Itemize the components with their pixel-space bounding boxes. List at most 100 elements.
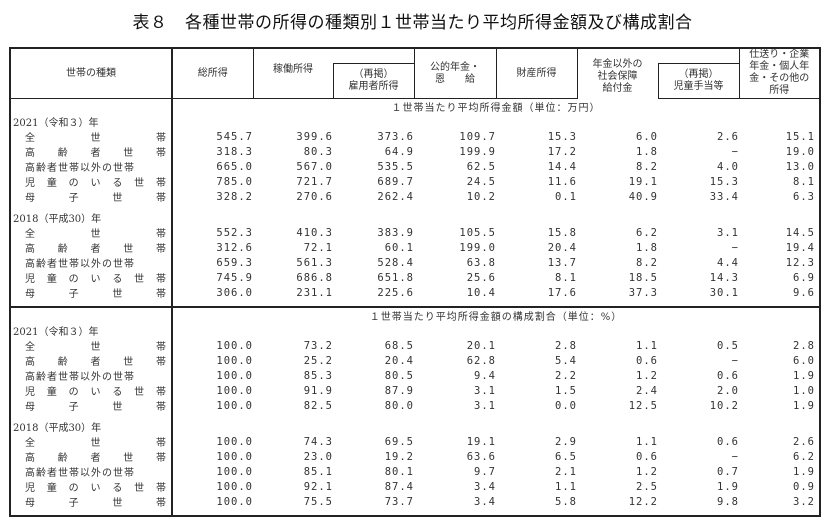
household-type-cell: 児童のいる世帯 xyxy=(10,174,173,189)
value-cell: 552.3 xyxy=(216,226,253,239)
household-type-label: 児童のいる世帯 xyxy=(25,174,167,189)
value-cell: 9.4 xyxy=(474,369,496,382)
household-type-cell: 母子世帯 xyxy=(10,189,173,204)
household-type-char: 子 xyxy=(68,289,80,300)
household-type-label: 高齢者世帯以外の世帯 xyxy=(25,464,167,479)
table-row: 高齢者世帯以外の世帯 659.3 561.3 528.4 63.8 13.7 8.2 4.4 1… xyxy=(10,255,820,270)
header-earned-income-spacer xyxy=(333,47,415,64)
value-cell: 100.0 xyxy=(216,369,253,382)
value-cell: 80.1 xyxy=(384,465,414,478)
value-cell: 17.2 xyxy=(547,145,577,158)
year-label: 2021（令和３）年 xyxy=(10,323,173,338)
value-cell: 75.5 xyxy=(303,495,333,508)
household-type-cell: 児童のいる世帯 xyxy=(10,479,173,494)
household-type-char: 全 xyxy=(25,133,36,144)
value-cell: 6.0 xyxy=(636,130,658,143)
household-type-cell: 全世帯 xyxy=(10,338,173,353)
value-cell: 528.4 xyxy=(377,256,414,269)
value-cell: 745.9 xyxy=(216,271,253,284)
household-type-cell: 母子世帯 xyxy=(10,494,173,509)
value-cell: 69.5 xyxy=(384,435,414,448)
household-type-char: 世 xyxy=(90,438,102,449)
value-cell: 64.9 xyxy=(384,145,414,158)
household-type-char: 子 xyxy=(68,193,80,204)
value-cell: 20.1 xyxy=(466,339,496,352)
value-cell: 2.2 xyxy=(555,369,577,382)
value-cell: 2.5 xyxy=(636,480,658,493)
value-cell: 0.6 xyxy=(636,354,658,367)
header-employee-income-line1: （再掲） xyxy=(353,69,394,80)
value-cell: 410.3 xyxy=(296,226,333,239)
value-cell: 3.2 xyxy=(793,495,815,508)
household-type-char: 母 xyxy=(25,193,36,204)
household-type-label: 母子世帯 xyxy=(25,285,167,300)
spacer-cell xyxy=(172,300,820,307)
table-row: 全 世 帯 552.3 410.3 383.9 105.5 15.8 6.2 3.1 14.5 xyxy=(10,225,820,240)
household-type-label: 高齢者世帯以外の世帯 xyxy=(25,255,167,270)
table-row: 児童のいる世帯 745.9 686.8 651.8 25.6 8.1 18.5 14.3 6.9 xyxy=(10,270,820,285)
household-type-label: 高齢者世帯以外の世帯 xyxy=(25,159,167,174)
household-type-char: 帯 xyxy=(156,148,167,159)
value-cell: 68.5 xyxy=(384,339,414,352)
value-cell: 6.3 xyxy=(793,190,815,203)
household-type-char: 帯 xyxy=(156,453,167,464)
value-cell: 225.6 xyxy=(377,286,414,299)
value-cell: − xyxy=(731,241,739,254)
value-cell: 8.2 xyxy=(636,256,658,269)
household-type-cell: 高齢者世帯以外の世帯 xyxy=(10,255,173,270)
value-cell: 10.4 xyxy=(466,286,496,299)
year-row: 2021（令和３）年 xyxy=(10,114,820,129)
value-cell: 100.0 xyxy=(216,384,253,397)
value-cell: 545.7 xyxy=(216,130,253,143)
header-earned-income: 稼働所得 xyxy=(252,63,334,99)
value-cell: 231.1 xyxy=(296,286,333,299)
value-cell: 2.9 xyxy=(555,435,577,448)
table-row: 母 子 世 帯 328.2 270.6 262.4 10.2 0.1 40.9 33.4 6.3 xyxy=(10,189,820,204)
household-type-char: 帯 xyxy=(155,274,167,285)
value-cell: 100.0 xyxy=(216,435,253,448)
year-row: 2018（平成30）年 xyxy=(10,419,820,434)
value-cell: 3.1 xyxy=(717,226,739,239)
header-child-allowance-line1: （再掲） xyxy=(678,69,719,80)
value-cell: 20.4 xyxy=(547,241,577,254)
header-child-allowance-line2: 児童手当等 xyxy=(673,81,724,92)
value-cell: 8.1 xyxy=(555,271,577,284)
header-household-type: 世帯の種類 xyxy=(9,47,173,99)
household-type-char: 童 xyxy=(46,274,58,285)
value-cell: 0.6 xyxy=(717,369,739,382)
household-type-char: 世 xyxy=(123,453,135,464)
value-cell: 0.0 xyxy=(555,399,577,412)
value-cell: 19.2 xyxy=(384,450,414,463)
table-row: 高 齢 者 世 帯 100.0 25.2 20.4 62.8 5.4 0.6 − 6.0 xyxy=(10,353,820,368)
value-cell: 199.9 xyxy=(459,145,496,158)
value-cell: 73.2 xyxy=(303,339,333,352)
value-cell: 37.3 xyxy=(628,286,658,299)
value-cell: 1.8 xyxy=(636,145,658,158)
household-type-char: 帯 xyxy=(155,289,167,300)
spacer-row xyxy=(10,300,820,307)
value-cell: 1.2 xyxy=(636,465,658,478)
household-type-char: 世 xyxy=(134,483,146,494)
household-type-char: 齢 xyxy=(57,357,69,368)
household-type-char: 帯 xyxy=(155,387,167,398)
household-type-label: 全世帯 xyxy=(25,434,167,449)
value-cell: 383.9 xyxy=(377,226,414,239)
household-type-char: 児 xyxy=(25,483,36,494)
household-type-char: 世 xyxy=(90,229,102,240)
value-cell: 2.1 xyxy=(555,465,577,478)
value-cell: 100.0 xyxy=(216,339,253,352)
header-other-line1: 仕送り・企業 xyxy=(749,49,810,60)
value-cell: 13.7 xyxy=(547,256,577,269)
household-type-label: 母子世帯 xyxy=(25,494,167,509)
table-row: 児童のいる世帯 785.0 721.7 689.7 24.5 11.6 19.1 15.3 8.… xyxy=(10,174,820,189)
table-row: 児童のいる世帯 100.0 92.1 87.4 3.4 1.1 2.5 1.9 0.9 xyxy=(10,479,820,494)
value-cell: 1.9 xyxy=(793,465,815,478)
header-child-allowance: （再掲） 児童手当等 xyxy=(657,63,740,99)
value-cell: 270.6 xyxy=(296,190,333,203)
header-other-line2: 年金・個人年 xyxy=(749,61,810,72)
value-cell: 6.2 xyxy=(793,450,815,463)
value-cell: 23.0 xyxy=(303,450,333,463)
value-cell: 2.6 xyxy=(793,435,815,448)
value-cell: 25.6 xyxy=(466,271,496,284)
value-cell: 63.6 xyxy=(466,450,496,463)
